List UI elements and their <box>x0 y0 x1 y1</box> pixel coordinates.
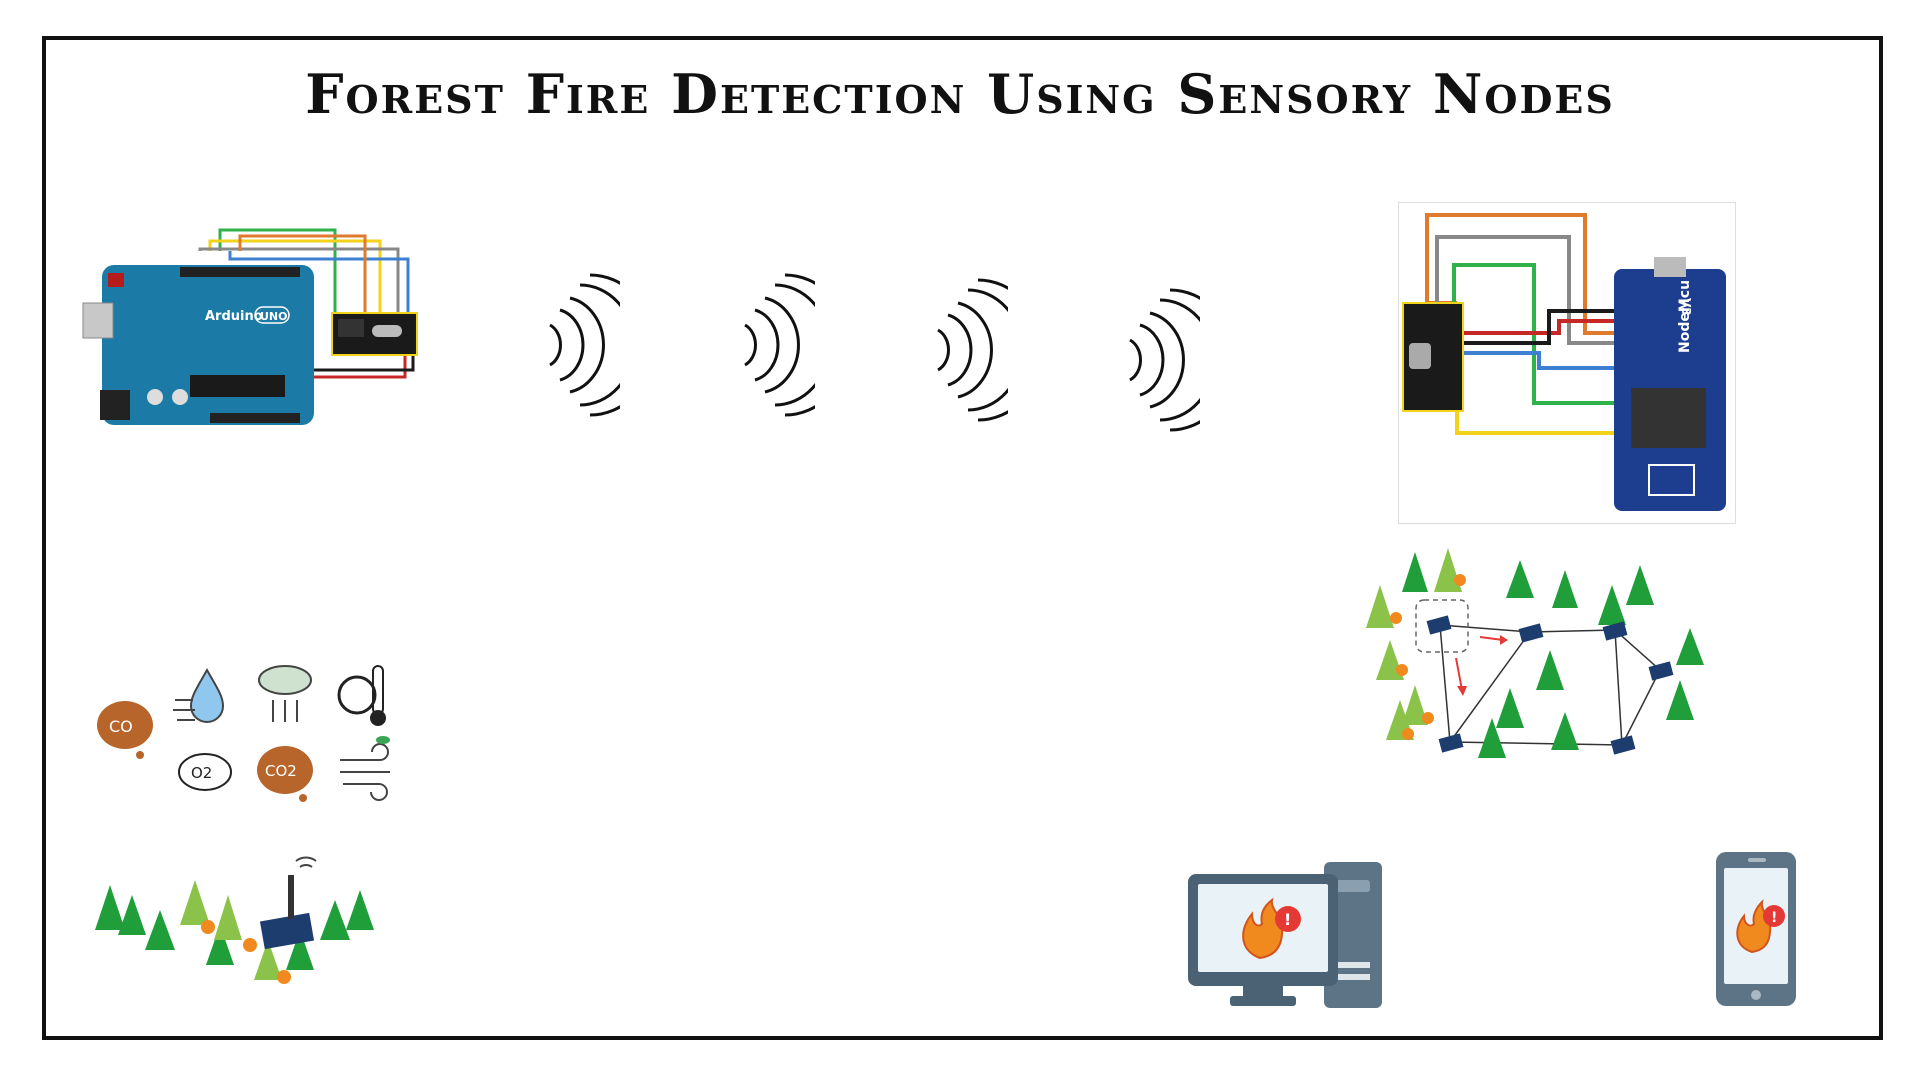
nodemcu-board: NodeMcu V3 <box>1398 202 1736 524</box>
nodemcu-brand-label: NodeMcu <box>1677 280 1693 353</box>
forest-sensor-node-illustration <box>90 855 410 990</box>
arduino-model-label: UNO <box>260 310 288 323</box>
co2-gas-icon: CO2 <box>257 746 313 802</box>
phone-alert-icon: ! <box>1771 910 1777 926</box>
sensor-icons-group: CO O2 CO2 <box>95 660 405 810</box>
mobile-phone-icon: ! <box>1712 850 1802 1010</box>
humidity-icon <box>173 667 225 723</box>
rain-cloud-icon <box>258 665 312 722</box>
desktop-computer-icon: ! <box>1188 858 1398 1008</box>
wireless-signal-icon-3 <box>928 275 1008 425</box>
wireless-signal-icon-2 <box>735 270 815 420</box>
wireless-signal-icon-1 <box>540 270 620 420</box>
forest-sensor-network-illustration <box>1360 540 1720 765</box>
diagram-title: Forest Fire Detection Using Sensory Node… <box>305 62 1615 126</box>
nodemcu-version-label: V3 <box>1679 298 1693 316</box>
arduino-brand-label: Arduino <box>205 309 263 324</box>
co2-label: CO2 <box>265 762 297 780</box>
diagram-frame <box>42 36 1883 1040</box>
temperature-icon <box>337 665 386 726</box>
co-gas-icon: CO <box>97 701 153 759</box>
wireless-signal-icon-4 <box>1120 285 1200 435</box>
o2-label: O2 <box>191 764 212 782</box>
desktop-alert-icon: ! <box>1284 910 1291 929</box>
o2-icon: O2 <box>178 753 232 791</box>
wind-icon <box>340 736 390 801</box>
arduino-uno-board: Arduino UNO <box>80 225 440 465</box>
co-label: CO <box>109 717 133 736</box>
